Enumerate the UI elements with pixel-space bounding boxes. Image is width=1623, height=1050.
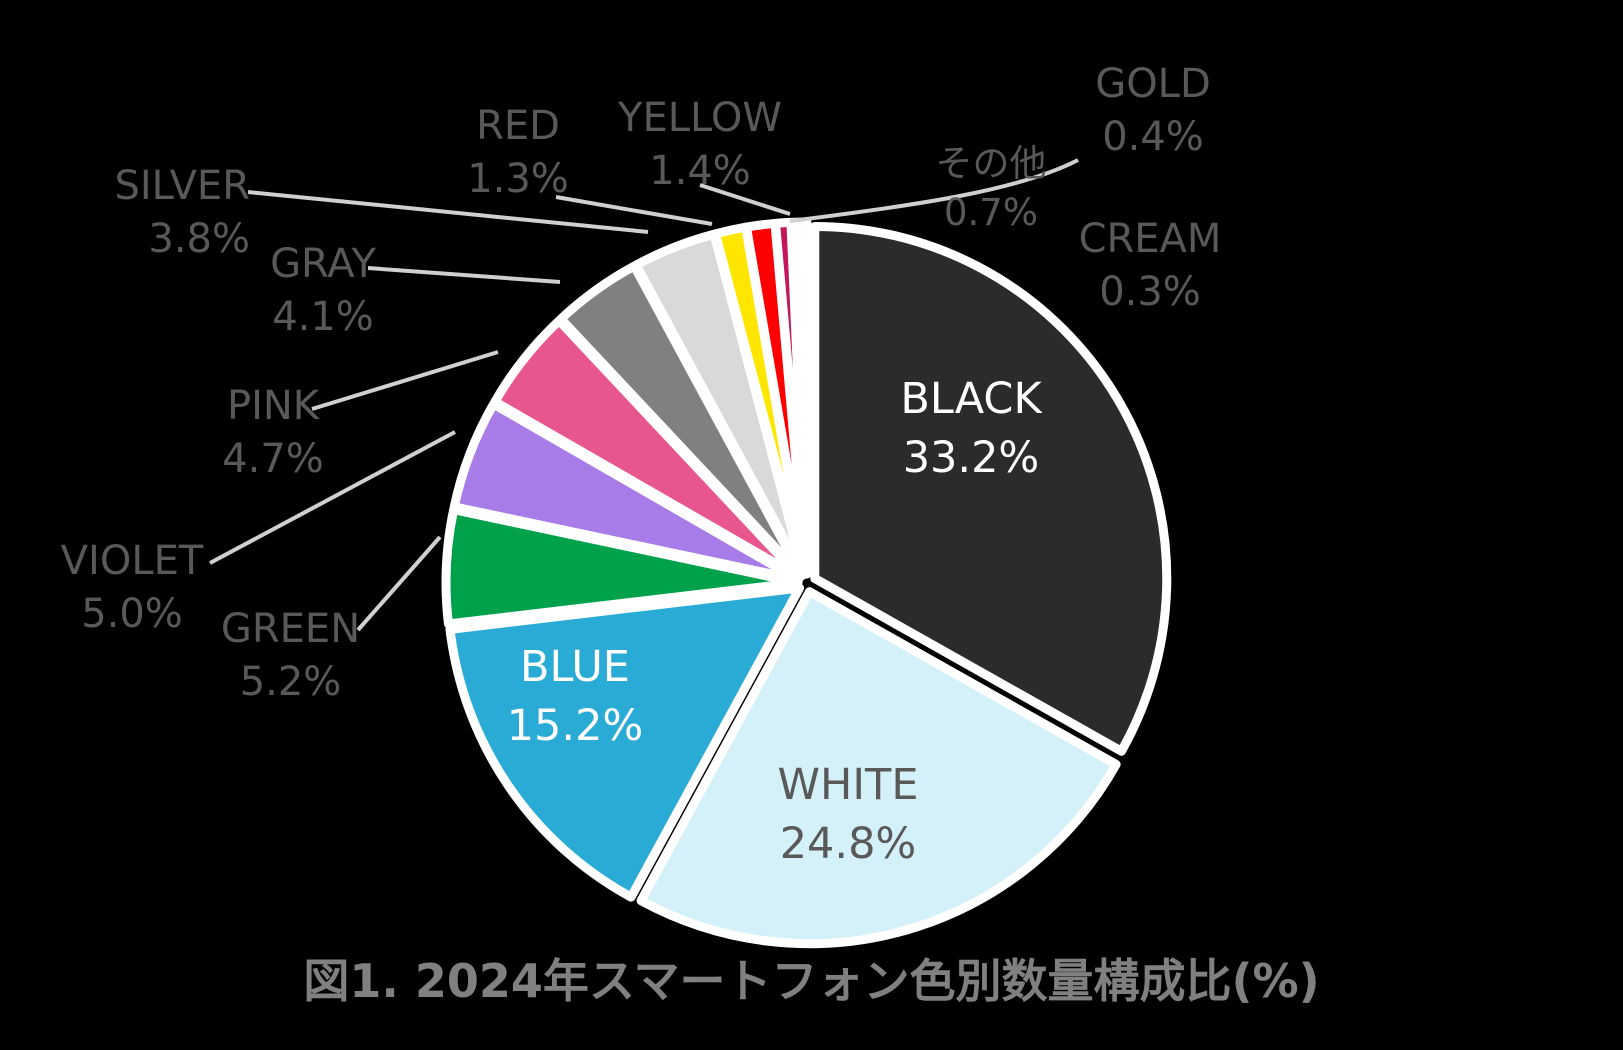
pie-slice-white[interactable]	[636, 587, 1121, 949]
slice-label-yellow-value: 1.4%	[649, 147, 751, 194]
leader-line-gray	[367, 266, 561, 284]
slice-label-gold-value: 0.4%	[1102, 113, 1204, 160]
slice-label-silver-name: SILVER	[114, 163, 250, 209]
slice-label-pink-name: PINK	[226, 383, 320, 429]
slice-label-pink-value: 4.7%	[222, 435, 324, 482]
leader-line-silver	[247, 190, 649, 234]
slice-label-pink: PINK 4.7%	[188, 380, 358, 486]
leader-line-red	[555, 195, 713, 226]
slice-label-violet-name: VIOLET	[60, 538, 204, 584]
slice-label-red-value: 1.3%	[467, 155, 569, 202]
slice-label-black: BLACK 33.2%	[846, 370, 1096, 489]
slice-label-other-name: その他	[935, 142, 1047, 185]
slice-label-violet-value: 5.0%	[81, 590, 183, 637]
slice-label-yellow: YELLOW 1.4%	[600, 92, 800, 198]
slice-label-blue: BLUE 15.2%	[460, 638, 690, 757]
slice-label-cream: CREAM 0.3%	[1040, 213, 1260, 319]
slice-label-red: RED 1.3%	[438, 100, 598, 206]
leader-line-green	[356, 535, 442, 632]
slice-label-black-value: 33.2%	[902, 433, 1040, 484]
leader-line-violet	[209, 430, 456, 565]
slice-label-cream-name: CREAM	[1078, 216, 1222, 262]
slice-label-green-name: GREEN	[220, 606, 361, 652]
slice-label-black-name: BLACK	[900, 374, 1042, 424]
leader-line-yellow	[699, 183, 791, 216]
slice-label-blue-value: 15.2%	[506, 701, 644, 752]
slice-label-blue-name: BLUE	[520, 642, 630, 692]
slice-label-gray-name: GRAY	[270, 241, 376, 287]
slice-label-gray: GRAY 4.1%	[228, 238, 418, 344]
slice-label-white: WHITE 24.8%	[723, 756, 973, 875]
slice-label-gold-name: GOLD	[1095, 61, 1211, 107]
slice-label-white-value: 24.8%	[779, 819, 917, 870]
chart-title: 図1. 2024年スマートフォン色別数量構成比(%)	[303, 954, 1320, 1008]
pie-slice-black[interactable]	[810, 221, 1172, 756]
leader-line-group	[209, 158, 1079, 632]
leader-line-other	[789, 158, 1079, 223]
slice-label-gray-value: 4.1%	[272, 293, 374, 340]
slice-label-silver: SILVER 3.8%	[60, 160, 250, 266]
slice-label-yellow-name: YELLOW	[618, 95, 782, 141]
pie-slice-blue[interactable]	[445, 583, 805, 902]
slice-label-other-value: 0.7%	[944, 190, 1038, 234]
leader-line-pink	[311, 350, 499, 411]
slice-label-silver-value: 3.8%	[148, 215, 250, 262]
pie-slice-cream[interactable]	[795, 217, 812, 579]
slice-label-red-name: RED	[476, 103, 560, 149]
slice-label-green: GREEN 5.2%	[198, 603, 383, 709]
slice-label-gold: GOLD 0.4%	[1058, 58, 1248, 164]
slice-label-other: その他 0.7%	[906, 140, 1076, 238]
slice-label-cream-value: 0.3%	[1099, 268, 1201, 315]
slice-label-green-value: 5.2%	[239, 658, 342, 705]
slice-label-white-name: WHITE	[777, 760, 919, 810]
slice-label-violet: VIOLET 5.0%	[42, 535, 222, 641]
